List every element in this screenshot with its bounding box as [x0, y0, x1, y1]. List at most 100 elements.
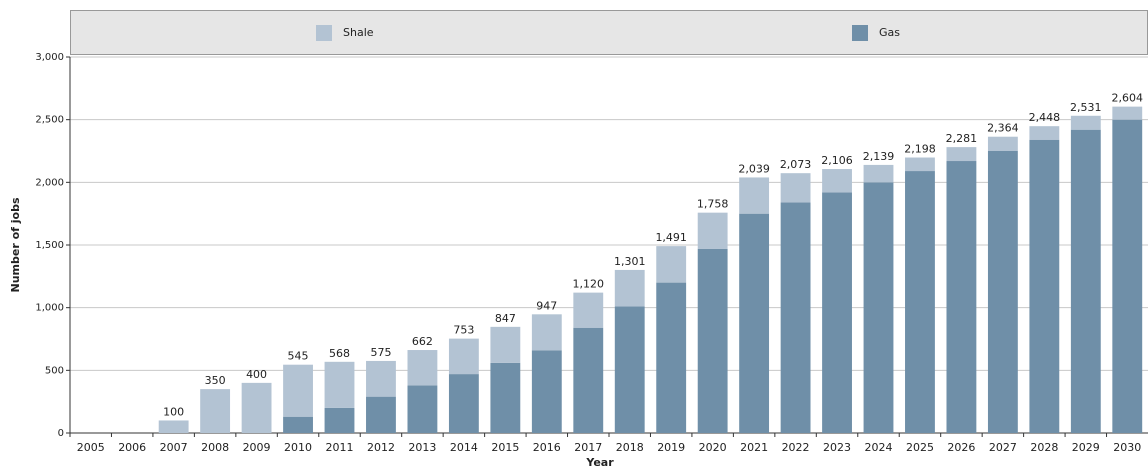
bar-segment — [614, 306, 645, 433]
bar-segment — [448, 338, 479, 375]
x-tick-label: 2020 — [699, 441, 727, 454]
bar-segment — [780, 173, 811, 203]
bar-segment — [573, 327, 604, 433]
bar-segment — [863, 164, 894, 183]
legend-box — [70, 10, 1148, 55]
x-tick-label: 2015 — [491, 441, 519, 454]
total-label: 2,604 — [1112, 92, 1144, 105]
x-tick-label: 2012 — [367, 441, 395, 454]
bar-segment — [863, 182, 894, 433]
bar-segment — [739, 177, 770, 214]
bar-segment — [946, 147, 977, 162]
x-tick-label: 2023 — [823, 441, 851, 454]
bar-segment — [158, 420, 189, 433]
bar-segment — [407, 385, 438, 433]
x-tick-label: 2018 — [616, 441, 644, 454]
x-tick-label: 2008 — [201, 441, 229, 454]
total-label: 2,198 — [904, 143, 936, 156]
x-tick-label: 2024 — [865, 441, 893, 454]
bar-segment — [1112, 119, 1143, 434]
bar-segment — [407, 350, 438, 386]
bar-segment — [905, 171, 935, 433]
bar-segment — [822, 169, 852, 193]
bar-segment — [1070, 115, 1101, 130]
x-tick-label: 2016 — [533, 441, 561, 454]
total-label: 575 — [370, 346, 391, 359]
total-label: 947 — [536, 299, 557, 312]
total-label: 1,758 — [697, 198, 729, 211]
legend-swatch — [316, 25, 332, 41]
legend-label: Gas — [879, 26, 900, 39]
y-tick-label: 500 — [45, 365, 64, 376]
total-label: 1,120 — [573, 278, 605, 291]
bar-segment — [531, 350, 562, 433]
y-axis-label: Number of jobs — [9, 197, 22, 292]
x-tick-label: 2014 — [450, 441, 478, 454]
bar-segment — [1070, 129, 1101, 433]
bar-segment — [905, 157, 935, 172]
bar-segment — [366, 396, 396, 433]
total-label: 2,364 — [987, 122, 1019, 135]
y-tick-label: 1,500 — [35, 240, 64, 251]
total-label: 2,281 — [946, 132, 978, 145]
y-tick-label: 2,000 — [35, 177, 64, 188]
x-tick-label: 2030 — [1113, 441, 1141, 454]
bar-segment — [490, 326, 521, 363]
x-tick-label: 2011 — [326, 441, 354, 454]
x-tick-label: 2029 — [1072, 441, 1100, 454]
total-label: 350 — [205, 374, 226, 387]
x-tick-label: 2013 — [408, 441, 436, 454]
x-tick-label: 2022 — [782, 441, 810, 454]
x-tick-label: 2010 — [284, 441, 312, 454]
total-label: 1,301 — [614, 255, 646, 268]
total-label: 2,448 — [1029, 111, 1061, 124]
x-tick-label: 2006 — [118, 441, 146, 454]
x-tick-label: 2026 — [947, 441, 975, 454]
bar-segment — [490, 362, 521, 433]
bar-segment — [1029, 139, 1060, 433]
y-tick-label: 0 — [58, 428, 64, 439]
x-tick-label: 2005 — [77, 441, 105, 454]
bar-segment — [780, 202, 811, 433]
total-label: 2,073 — [780, 158, 812, 171]
y-tick-label: 3,000 — [35, 52, 64, 63]
x-tick-label: 2009 — [243, 441, 271, 454]
bar-segment — [656, 246, 687, 283]
total-label: 662 — [412, 335, 433, 348]
total-label: 1,491 — [655, 231, 687, 244]
x-tick-label: 2007 — [160, 441, 188, 454]
bar-segment — [573, 292, 604, 328]
bar-segment — [697, 248, 728, 433]
total-label: 2,139 — [863, 150, 895, 163]
x-axis-label: Year — [585, 456, 614, 469]
total-label: 545 — [288, 350, 309, 363]
legend-label: Shale — [343, 26, 374, 39]
bar-segment — [283, 364, 313, 417]
x-tick-label: 2021 — [740, 441, 768, 454]
total-label: 400 — [246, 368, 267, 381]
total-label: 2,039 — [738, 162, 770, 175]
y-tick-label: 2,500 — [35, 115, 64, 126]
bar-segment — [1112, 106, 1143, 120]
bar-segment — [448, 374, 479, 433]
bar-segment — [987, 136, 1018, 151]
y-tick-label: 1,000 — [35, 303, 64, 314]
bar-segment — [241, 382, 272, 433]
bar-segment — [324, 407, 355, 433]
x-tick-label: 2028 — [1030, 441, 1058, 454]
legend-swatch — [852, 25, 868, 41]
x-tick-label: 2027 — [989, 441, 1017, 454]
total-label: 568 — [329, 347, 350, 360]
bar-segment — [531, 314, 562, 351]
bar-segment — [697, 212, 728, 249]
bar-segment — [614, 269, 645, 307]
x-tick-label: 2025 — [906, 441, 934, 454]
bar-segment — [200, 389, 231, 433]
total-label: 753 — [453, 324, 474, 337]
bar-segment — [366, 360, 396, 397]
total-label: 2,106 — [821, 154, 853, 167]
bar-segment — [739, 213, 770, 433]
bar-segment — [656, 282, 687, 433]
total-label: 2,531 — [1070, 101, 1102, 114]
